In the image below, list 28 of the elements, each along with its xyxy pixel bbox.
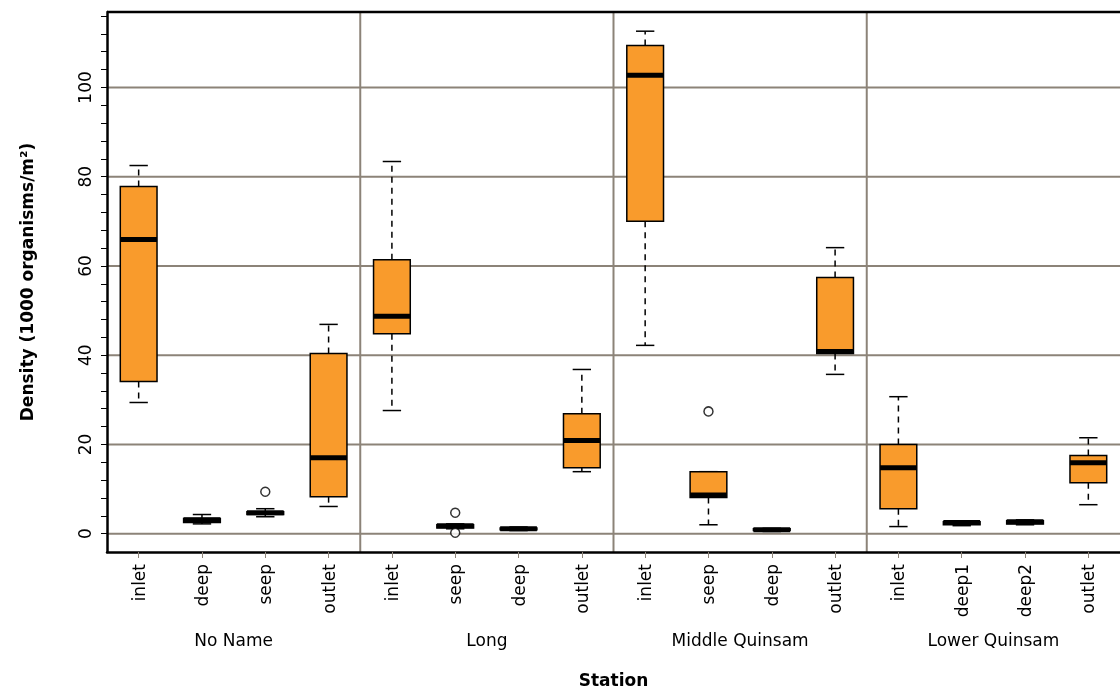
- y-tick-label: 0: [74, 528, 95, 540]
- x-tick-label: outlet: [825, 563, 846, 614]
- x-tick-label: deep2: [1015, 564, 1036, 618]
- x-tick-label: outlet: [1078, 563, 1099, 614]
- x-tick-label: inlet: [381, 563, 402, 602]
- text: Lower Quinsam: [927, 630, 1060, 650]
- text: Long: [466, 630, 508, 650]
- y-tick-label: 20: [74, 433, 95, 456]
- x-tick-label: outlet: [318, 563, 339, 614]
- y-tick-label: 100: [74, 71, 95, 104]
- x-tick-label: inlet: [128, 563, 149, 602]
- x-tick-label: deep: [508, 564, 529, 607]
- x-tick-label: seep: [255, 564, 276, 605]
- y-axis-title: Density (1000 organisms/m²): [16, 142, 37, 422]
- x-axis-title: Station: [578, 670, 649, 690]
- x-tick-label: deep: [191, 564, 212, 607]
- x-tick-label: deep: [761, 564, 782, 607]
- x-tick-label: deep1: [951, 564, 972, 618]
- text: No Name: [194, 630, 273, 650]
- x-tick-label: inlet: [635, 563, 656, 602]
- y-tick-label: 40: [74, 344, 95, 367]
- x-tick-label: seep: [698, 564, 719, 605]
- x-tick-label: seep: [445, 564, 466, 605]
- y-tick-label: 60: [74, 255, 95, 277]
- y-tick-label: 80: [74, 165, 95, 188]
- text: Middle Quinsam: [671, 630, 809, 650]
- x-tick-label: inlet: [888, 563, 909, 602]
- x-tick-label: outlet: [571, 563, 592, 614]
